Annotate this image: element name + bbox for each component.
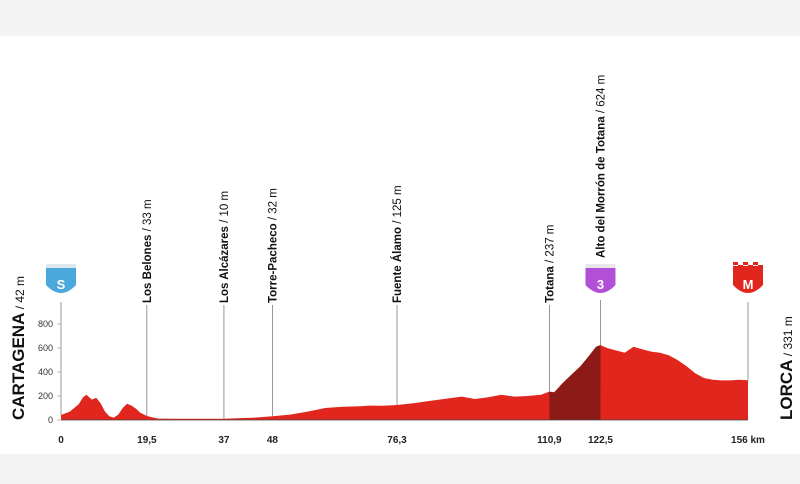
- waypoint-label: Los Belones / 33 m: [142, 199, 154, 303]
- waypoint-label: Alto del Morrón de Totana / 624 m: [595, 75, 607, 258]
- x-tick-label: 76,3: [387, 435, 407, 446]
- start-city-name: CARTAGENA: [9, 313, 28, 420]
- waypoint-label: Totana / 237 m: [544, 225, 556, 303]
- finish-checkered-cell: [748, 265, 753, 268]
- waypoint-name: Totana: [544, 266, 556, 303]
- finish-badge-letter: M: [743, 277, 754, 292]
- waypoint-label: Torre-Pacheco / 32 m: [267, 188, 279, 303]
- finish-checkered-cell: [738, 265, 743, 268]
- waypoint-name: Torre-Pacheco: [267, 223, 279, 303]
- finish-checkered-cell: [758, 265, 763, 268]
- finish-city-label: LORCA / 331 m: [777, 316, 796, 420]
- waypoint-altitude: / 125 m: [392, 185, 404, 227]
- y-tick-label: 800: [38, 319, 53, 329]
- y-tick-label: 0: [48, 415, 53, 425]
- waypoint-altitude: / 237 m: [544, 225, 556, 267]
- finish-checkered-cell: [733, 262, 738, 265]
- waypoint-altitude: / 32 m: [267, 188, 279, 223]
- waypoint-label: Los Alcázares / 10 m: [219, 191, 231, 303]
- start-badge: [46, 266, 76, 293]
- x-tick-label: 19,5: [137, 435, 157, 446]
- climb-segment-area: [549, 345, 601, 420]
- start-badge-letter: S: [57, 277, 66, 292]
- y-tick-label: 200: [38, 391, 53, 401]
- finish-checkered-cell: [753, 262, 758, 265]
- x-tick-label: 122,5: [588, 435, 613, 446]
- finish-checkered-cell: [743, 262, 748, 265]
- x-tick-label: 0: [58, 435, 64, 446]
- finish-city-altitude: / 331 m: [781, 316, 795, 359]
- x-tick-label: 48: [267, 435, 279, 446]
- start-badge-flag: [46, 264, 76, 268]
- x-tick-label: 37: [218, 435, 230, 446]
- kom-badge-category: 3: [597, 277, 604, 292]
- waypoint-altitude: / 624 m: [595, 75, 607, 117]
- finish-city-name: LORCA: [777, 360, 796, 420]
- kom-badge: [585, 266, 616, 293]
- x-tick-label: 156 km: [731, 435, 765, 446]
- waypoint-name: Los Alcázares: [219, 226, 231, 303]
- waypoint-altitude: / 33 m: [142, 199, 154, 234]
- profile-area: [61, 345, 748, 420]
- start-city-altitude: / 42 m: [13, 276, 27, 313]
- y-tick-label: 400: [38, 367, 53, 377]
- waypoint-altitude: / 10 m: [219, 191, 231, 226]
- waypoint-name: Los Belones: [142, 235, 154, 303]
- x-tick-label: 110,9: [537, 435, 562, 446]
- y-tick-label: 600: [38, 343, 53, 353]
- finish-badge: [733, 266, 763, 293]
- start-city-label: CARTAGENA / 42 m: [9, 276, 28, 420]
- waypoint-name: Alto del Morrón de Totana: [595, 116, 607, 258]
- waypoint-label: Fuente Álamo / 125 m: [391, 185, 404, 303]
- waypoint-name: Fuente Álamo: [391, 227, 404, 303]
- kom-badge-flag: [585, 264, 616, 268]
